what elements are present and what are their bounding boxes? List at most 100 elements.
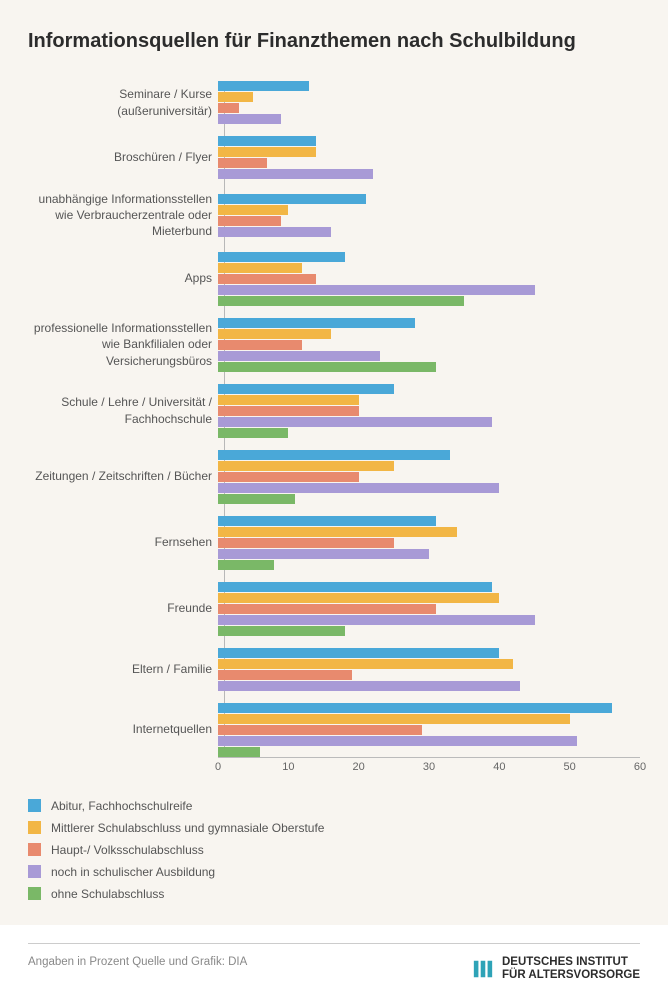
category-label: Apps [28,270,218,286]
bars [218,703,640,757]
x-axis: 0102030405060 [218,757,640,777]
bar [218,81,309,91]
bar [218,92,253,102]
category-row: unabhängige Informationsstellen wie Verb… [28,191,640,240]
chart-area: Seminare / Kurse (außeruniversitär) Brosc… [28,81,640,757]
bar [218,560,274,570]
bar [218,296,464,306]
bar [218,136,316,146]
bar [218,736,577,746]
bar [218,169,373,179]
bar [218,450,450,460]
category-row: Broschüren / Flyer [28,136,640,179]
bar [218,227,331,237]
x-tick: 50 [564,761,576,773]
bar [218,114,281,124]
category-row: Freunde [28,582,640,636]
bars [218,516,640,570]
bar [218,461,394,471]
legend-swatch [28,821,41,834]
category-label: Zeitungen / Zeitschriften / Bücher [28,468,218,484]
bar [218,406,359,416]
legend-label: Abitur, Fachhochschulreife [51,799,192,813]
bar [218,285,535,295]
x-axis-row: 0102030405060 [28,757,640,777]
bar [218,158,267,168]
bar [218,329,331,339]
bar [218,681,520,691]
chart-title: Informationsquellen für Finanzthemen nac… [28,30,640,53]
bar [218,659,513,669]
legend-label: Haupt-/ Volksschulabschluss [51,843,204,857]
source-text: Angaben in Prozent Quelle und Grafik: DI… [28,956,247,968]
bars [218,384,640,438]
bars [218,582,640,636]
category-label: Broschüren / Flyer [28,149,218,165]
bars [218,81,640,124]
legend-label: ohne Schulabschluss [51,887,164,901]
bars-wrap [218,194,640,237]
bar [218,725,422,735]
x-tick: 60 [634,761,646,773]
category-row: Fernsehen [28,516,640,570]
bars-wrap [218,136,640,179]
category-label: Freunde [28,600,218,616]
bars [218,136,640,179]
x-tick: 0 [215,761,221,773]
category-label: unabhängige Informationsstellen wie Verb… [28,191,218,240]
bar [218,103,239,113]
bar [218,417,492,427]
bar [218,428,288,438]
bar [218,318,415,328]
bar [218,340,302,350]
bars-wrap [218,648,640,691]
institute-name: DEUTSCHES INSTITUT FÜR ALTERSVORSORGE [502,956,640,982]
legend-label: Mittlerer Schulabschluss und gymnasiale … [51,821,324,835]
x-tick: 10 [282,761,294,773]
bar [218,472,359,482]
category-label: professionelle Informationsstellen wie B… [28,320,218,369]
bar [218,670,352,680]
legend-swatch [28,887,41,900]
bars-wrap [218,582,640,636]
bars [218,194,640,237]
bar [218,516,436,526]
bars-wrap [218,318,640,372]
bars-wrap [218,703,640,757]
bar [218,362,436,372]
category-label: Eltern / Familie [28,661,218,677]
bar [218,147,316,157]
category-row: professionelle Informationsstellen wie B… [28,318,640,372]
bar [218,494,295,504]
bar [218,194,366,204]
legend: Abitur, Fachhochschulreife Mittlerer Schu… [28,799,640,901]
category-row: Zeitungen / Zeitschriften / Bücher [28,450,640,504]
bar [218,648,499,658]
bar [218,593,499,603]
legend-item: Mittlerer Schulabschluss und gymnasiale … [28,821,640,835]
bars [218,450,640,504]
x-tick: 40 [493,761,505,773]
footer: Angaben in Prozent Quelle und Grafik: DI… [0,925,668,982]
bar [218,351,380,361]
legend-item: Haupt-/ Volksschulabschluss [28,843,640,857]
bar [218,615,535,625]
bar [218,205,288,215]
bar [218,747,260,757]
bars-wrap [218,516,640,570]
bar [218,549,429,559]
bar [218,483,499,493]
bar [218,395,359,405]
bar [218,384,394,394]
bar [218,604,436,614]
institute-logo-icon [472,958,494,980]
category-label: Seminare / Kurse (außeruniversitär) [28,86,218,118]
institute-line1: DEUTSCHES INSTITUT [502,956,640,969]
bars-wrap [218,252,640,306]
legend-item: ohne Schulabschluss [28,887,640,901]
bars-wrap [218,450,640,504]
legend-swatch [28,865,41,878]
x-tick: 20 [353,761,365,773]
legend-swatch [28,843,41,856]
category-label: Fernsehen [28,534,218,550]
